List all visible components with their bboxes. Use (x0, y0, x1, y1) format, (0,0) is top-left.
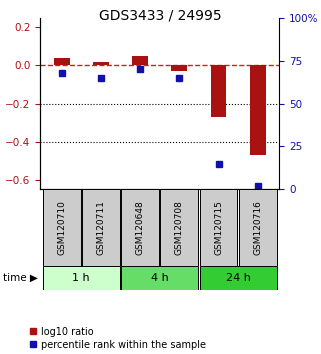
Bar (121, 266, 198, 290)
Bar (93, 62, 109, 65)
Text: time ▶: time ▶ (3, 273, 38, 282)
Legend: log10 ratio, percentile rank within the sample: log10 ratio, percentile rank within the … (29, 327, 206, 350)
Bar (82, 189, 120, 266)
Bar (171, 65, 187, 71)
Bar (54, 58, 70, 65)
Text: GSM120716: GSM120716 (253, 200, 262, 255)
Text: GDS3433 / 24995: GDS3433 / 24995 (99, 9, 222, 23)
Text: GSM120648: GSM120648 (135, 200, 144, 255)
Bar (239, 189, 276, 266)
Bar (200, 266, 276, 290)
Bar (160, 189, 198, 266)
Text: GSM120711: GSM120711 (96, 200, 105, 255)
Text: GSM120708: GSM120708 (175, 200, 184, 255)
Bar (132, 56, 148, 65)
Text: 1 h: 1 h (73, 273, 90, 282)
Text: GSM120715: GSM120715 (214, 200, 223, 255)
Bar (200, 189, 237, 266)
Text: 24 h: 24 h (226, 273, 251, 282)
Bar (250, 65, 265, 155)
Bar (211, 65, 226, 117)
Bar (43, 189, 81, 266)
Text: GSM120710: GSM120710 (57, 200, 66, 255)
Text: 4 h: 4 h (151, 273, 169, 282)
Bar (43, 266, 120, 290)
Bar (121, 189, 159, 266)
